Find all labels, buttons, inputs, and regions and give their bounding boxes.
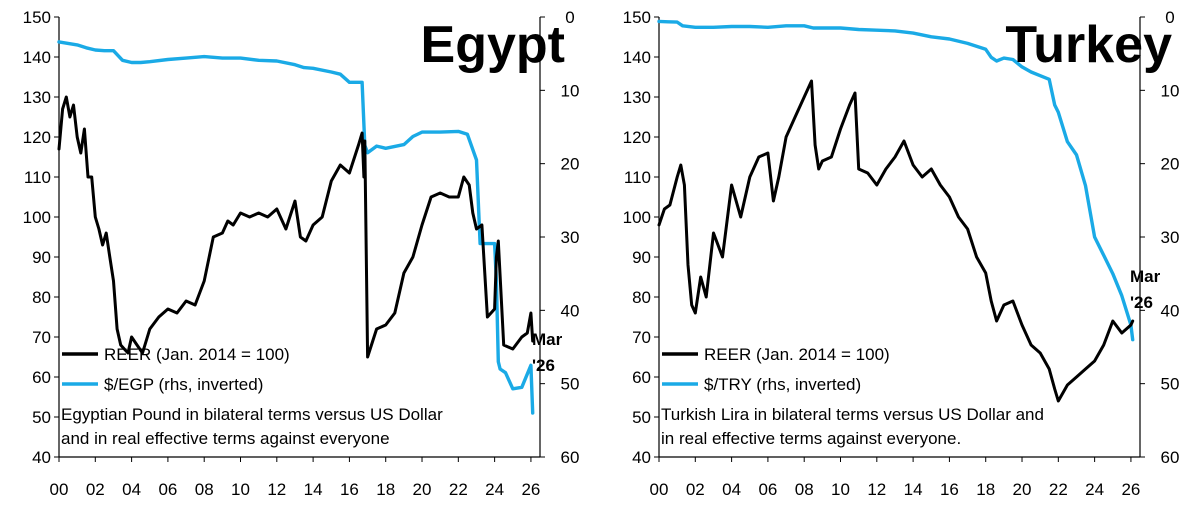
- x-tick-label: 10: [231, 480, 250, 499]
- end-annotation-month: Mar: [532, 330, 563, 349]
- right-tick-label: 40: [1161, 301, 1180, 320]
- fx-series-line: [657, 19, 1135, 342]
- x-tick-label: 18: [976, 480, 995, 499]
- x-tick-label: 26: [1121, 480, 1140, 499]
- end-annotation-year: '26: [1130, 293, 1153, 312]
- left-tick-label: 120: [623, 128, 651, 147]
- chart-note-line: Turkish Lira in bilateral terms versus U…: [661, 405, 1044, 424]
- end-annotation-year: '26: [532, 356, 555, 375]
- legend-label-reer: REER (Jan. 2014 = 100): [104, 345, 290, 364]
- x-tick-label: 02: [686, 480, 705, 499]
- left-tick-label: 100: [623, 208, 651, 227]
- right-tick-label: 20: [561, 155, 580, 174]
- left-tick-label: 150: [23, 8, 51, 27]
- left-tick-label: 130: [23, 88, 51, 107]
- x-tick-label: 24: [1085, 480, 1104, 499]
- left-tick-label: 120: [23, 128, 51, 147]
- left-tick-label: 150: [623, 8, 651, 27]
- x-tick-label: 18: [376, 480, 395, 499]
- chart-note-line: Egyptian Pound in bilateral terms versus…: [61, 405, 443, 424]
- x-tick-label: 16: [340, 480, 359, 499]
- right-tick-label: 10: [1161, 81, 1180, 100]
- x-tick-label: 22: [449, 480, 468, 499]
- right-tick-label: 0: [1165, 8, 1174, 27]
- x-tick-label: 08: [195, 480, 214, 499]
- x-tick-label: 04: [722, 480, 741, 499]
- chart-panel-egypt: 40 50 60 70 80 90 100 110 120 130 140 150 0 10 20 30 40 5…: [23, 8, 580, 499]
- x-tick-label: 24: [485, 480, 504, 499]
- x-tick-label: 12: [867, 480, 886, 499]
- left-tick-label: 140: [623, 48, 651, 67]
- right-tick-label: 40: [561, 301, 580, 320]
- x-tick-label: 20: [1013, 480, 1032, 499]
- x-tick-label: 06: [158, 480, 177, 499]
- left-tick-label: 80: [632, 288, 651, 307]
- chart-note-line: in real effective terms against everyone…: [661, 429, 961, 448]
- right-tick-label: 30: [561, 228, 580, 247]
- legend-label-reer: REER (Jan. 2014 = 100): [704, 345, 890, 364]
- end-annotation-month: Mar: [1130, 267, 1161, 286]
- left-tick-label: 130: [623, 88, 651, 107]
- left-tick-label: 110: [24, 168, 51, 187]
- x-tick-label: 00: [50, 480, 69, 499]
- left-tick-label: 140: [23, 48, 51, 67]
- x-tick-label: 04: [122, 480, 141, 499]
- x-tick-label: 16: [940, 480, 959, 499]
- left-tick-label: 70: [632, 328, 651, 347]
- right-tick-label: 50: [1161, 375, 1180, 394]
- x-tick-label: 22: [1049, 480, 1068, 499]
- x-tick-label: 12: [267, 480, 286, 499]
- reer-series-line: [57, 95, 535, 359]
- chart-panel-turkey: 40 50 60 70 80 90 100 110 120 130 140 150 0 10 20 30 40 5…: [623, 8, 1180, 499]
- x-tick-label: 26: [521, 480, 540, 499]
- chart-note-line: and in real effective terms against ever…: [61, 429, 390, 448]
- reer-series-line: [657, 79, 1135, 403]
- right-tick-label: 20: [1161, 155, 1180, 174]
- x-tick-label: 02: [86, 480, 105, 499]
- right-tick-label: 30: [1161, 228, 1180, 247]
- left-tick-label: 80: [32, 288, 51, 307]
- right-tick-label: 10: [561, 81, 580, 100]
- chart-title: Egypt: [421, 16, 565, 74]
- left-tick-label: 40: [632, 448, 651, 467]
- left-tick-label: 90: [32, 248, 51, 267]
- right-tick-label: 60: [561, 448, 580, 467]
- right-tick-label: 0: [565, 8, 574, 27]
- x-tick-label: 08: [795, 480, 814, 499]
- left-tick-label: 100: [23, 208, 51, 227]
- left-tick-label: 50: [32, 408, 51, 427]
- x-tick-label: 14: [904, 480, 923, 499]
- x-tick-label: 20: [413, 480, 432, 499]
- left-tick-label: 50: [632, 408, 651, 427]
- left-tick-label: 90: [632, 248, 651, 267]
- x-tick-label: 00: [650, 480, 669, 499]
- left-tick-label: 70: [32, 328, 51, 347]
- legend-label-fx: $/TRY (rhs, inverted): [704, 375, 861, 394]
- right-tick-label: 60: [1161, 448, 1180, 467]
- left-tick-label: 60: [32, 368, 51, 387]
- chart-title: Turkey: [1005, 16, 1172, 74]
- x-tick-label: 14: [304, 480, 323, 499]
- x-tick-label: 06: [758, 480, 777, 499]
- x-tick-label: 10: [831, 480, 850, 499]
- left-tick-label: 60: [632, 368, 651, 387]
- left-tick-label: 110: [624, 168, 651, 187]
- left-tick-label: 40: [32, 448, 51, 467]
- legend-label-fx: $/EGP (rhs, inverted): [104, 375, 263, 394]
- right-tick-label: 50: [561, 375, 580, 394]
